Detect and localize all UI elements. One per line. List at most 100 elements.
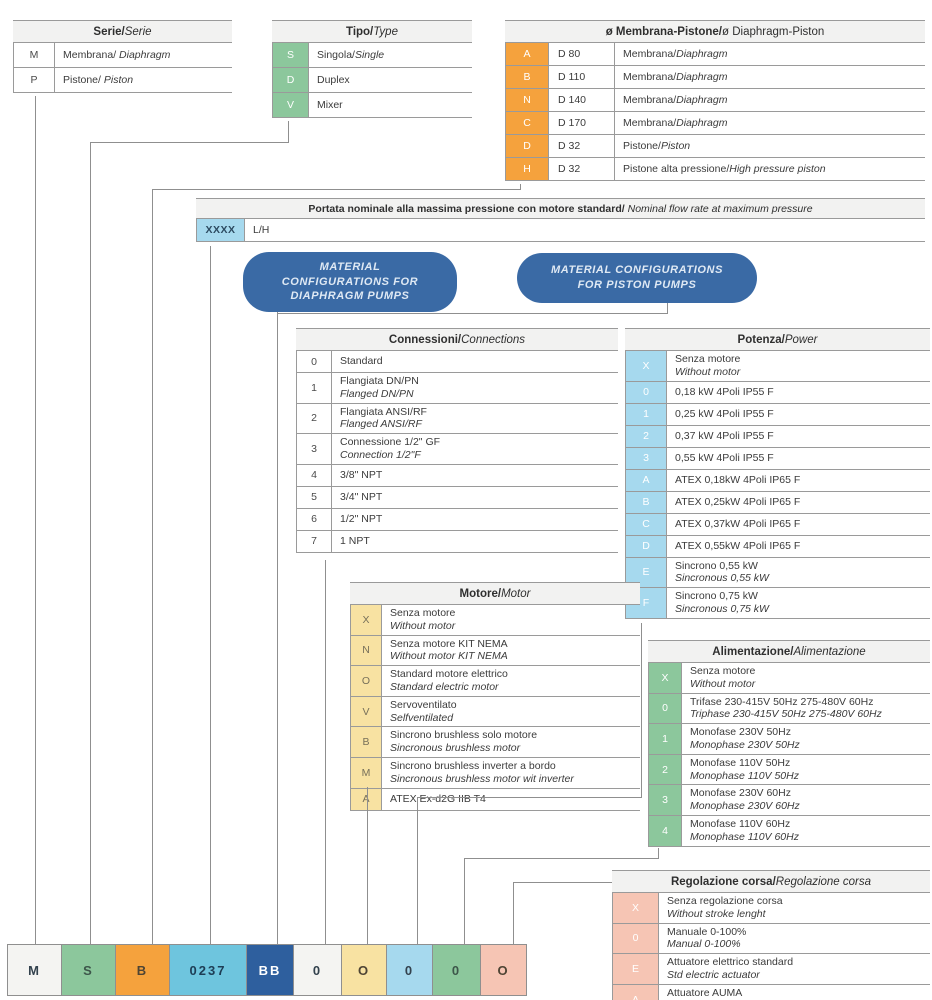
size-cell: D 80: [549, 43, 615, 65]
description-it: 0,25 kW 4Poli IP55 F: [675, 407, 774, 420]
motor-table-header: Motore/Motor: [350, 582, 640, 605]
description-it: 3/4" NPT: [340, 490, 383, 503]
description-it: 0,18 kW 4Poli IP55 F: [675, 385, 774, 398]
description-it: Sincrono brushless inverter a bordo: [390, 759, 556, 772]
code-cell: M: [350, 757, 382, 788]
connections-table-header: Connessioni/Connections: [296, 328, 618, 351]
description-it: 3/8" NPT: [340, 468, 383, 481]
header-label-it: Serie/: [93, 26, 125, 38]
header-label-it: Tipo/: [346, 26, 374, 38]
table-row: 3 0,55 kW 4Poli IP55 F: [625, 447, 930, 470]
serie-table-header: Serie/Serie: [13, 20, 232, 43]
size-cell: D 140: [549, 89, 615, 111]
table-row: E Sincrono 0,55 kW Sincronous 0,55 kW: [625, 557, 930, 589]
table-row: X Senza motore Without motor: [625, 351, 930, 382]
header-label-it: Alimentazione/: [712, 646, 794, 658]
size-cell: D 110: [549, 66, 615, 88]
table-row: D Duplex: [272, 68, 472, 93]
description-it: 1/2" NPT: [340, 512, 383, 525]
description-cell: Sincrono brushless solo motore Sincronous…: [382, 727, 640, 757]
description-it: Membrana/: [623, 116, 677, 129]
size-cell: D 170: [549, 112, 615, 134]
size-cell: D 32: [549, 158, 615, 180]
description-cell: ATEX 0,18kW 4Poli IP65 F: [667, 470, 930, 491]
description-cell: 0,55 kW 4Poli IP55 F: [667, 448, 930, 469]
code-segment: 0: [386, 944, 433, 996]
header-label-it: Regolazione corsa/: [670, 876, 776, 888]
code-cell: D: [625, 535, 667, 557]
code-cell: V: [350, 696, 382, 727]
description-cell: Singola/Single: [309, 43, 472, 67]
description-en: Without motor KIT NEMA: [390, 650, 508, 663]
description-it: Senza motore: [675, 353, 741, 365]
code-segment: S: [61, 944, 116, 996]
table-row: A ATEX Ex-d2G IIB T4: [350, 788, 640, 811]
header-label-it: Connessioni/: [388, 334, 462, 346]
header-label-en: Alimentazione: [793, 646, 866, 658]
code-cell: D: [272, 68, 309, 92]
code-cell: 1: [296, 373, 332, 403]
connector-line: [417, 797, 418, 944]
description-cell: Standard: [332, 351, 618, 372]
description-cell: ATEX Ex-d2G IIB T4: [382, 789, 640, 810]
code-cell: XXXX: [196, 219, 245, 241]
description-it: Standard motore elettrico: [390, 668, 508, 681]
description-cell: Pistone alta pressione/High pressure pis…: [615, 158, 925, 180]
connector-line: [152, 189, 521, 190]
code-cell: 0: [296, 351, 332, 372]
description-it: Senza motore: [390, 607, 456, 619]
table-row: A ATEX 0,18kW 4Poli IP65 F: [625, 469, 930, 492]
header-label-en: Regolazione corsa: [775, 876, 872, 888]
description-it: Standard: [340, 355, 383, 368]
description-en: Connection 1/2"F: [340, 448, 421, 461]
code-cell: D: [505, 135, 549, 157]
code-cell: 0: [612, 923, 659, 954]
description-it: Membrana/: [63, 48, 117, 61]
code-segment: 0: [293, 944, 342, 996]
code-cell: S: [272, 43, 309, 67]
description-cell: Attuatore elettrico standard Std electric…: [659, 954, 930, 984]
description-it: Pistone/: [623, 139, 661, 152]
description-en: Flanged DN/PN: [340, 387, 414, 400]
table-row: 0 Trifase 230-415V 50Hz 275-480V 60Hz Trip…: [648, 693, 930, 725]
description-it: Senza regolazione corsa: [667, 895, 783, 907]
table-row: 5 3/4" NPT: [296, 486, 618, 509]
code-cell: H: [505, 158, 549, 180]
header-label-it: Potenza/: [737, 334, 785, 346]
table-row: 0 0,18 kW 4Poli IP55 F: [625, 381, 930, 404]
description-cell: Membrana/ Diaphragm: [55, 43, 232, 67]
header-label-en: Serie: [124, 26, 152, 38]
code-cell: B: [350, 727, 382, 757]
connections-table: Connessioni/Connections 0 Standard 1 Flangi…: [296, 328, 618, 553]
table-row: D ATEX 0,55kW 4Poli IP65 F: [625, 535, 930, 558]
description-it: Attuatore elettrico standard: [667, 956, 794, 969]
header-label-en: Nominal flow rate at maximum pressure: [624, 203, 813, 215]
description-it: ATEX 0,37kW 4Poli IP65 F: [675, 517, 801, 530]
description-cell: Monofase 110V 60Hz Monophase 110V 60Hz: [682, 816, 930, 846]
description-it: Monofase 230V 50Hz: [690, 726, 791, 739]
description-it: Servoventilato: [390, 698, 457, 711]
description-it: Flangiata ANSI/RF: [340, 405, 427, 418]
code-cell: X: [625, 351, 667, 381]
code-cell: O: [350, 666, 382, 696]
description-cell: Servoventilato Selfventilated: [382, 697, 640, 727]
code-cell: 3: [648, 785, 682, 815]
connector-line: [667, 303, 668, 314]
connector-line: [152, 189, 153, 944]
description-it: Membrana/: [623, 93, 677, 106]
description-en: Diaphragm: [676, 93, 728, 106]
description-it: ATEX 0,18kW 4Poli IP65 F: [675, 473, 801, 486]
description-cell: L/H: [245, 219, 925, 241]
description-cell: Monofase 110V 50Hz Monophase 110V 50Hz: [682, 755, 930, 785]
connector-line: [417, 797, 642, 798]
description-it: Flangiata DN/PN: [340, 375, 419, 387]
description-it: 0,37 kW 4Poli IP55 F: [675, 429, 774, 442]
description-cell: ATEX 0,37kW 4Poli IP65 F: [667, 514, 930, 535]
code-segment: O: [341, 944, 387, 996]
description-cell: Connessione 1/2" GF Connection 1/2"F: [332, 434, 618, 464]
header-label-it: Portata nominale alla massima pressione …: [308, 203, 625, 215]
header-label-en: Connections: [461, 334, 526, 346]
motor-table: Motore/Motor X Senza motore Without motor N…: [350, 582, 640, 811]
